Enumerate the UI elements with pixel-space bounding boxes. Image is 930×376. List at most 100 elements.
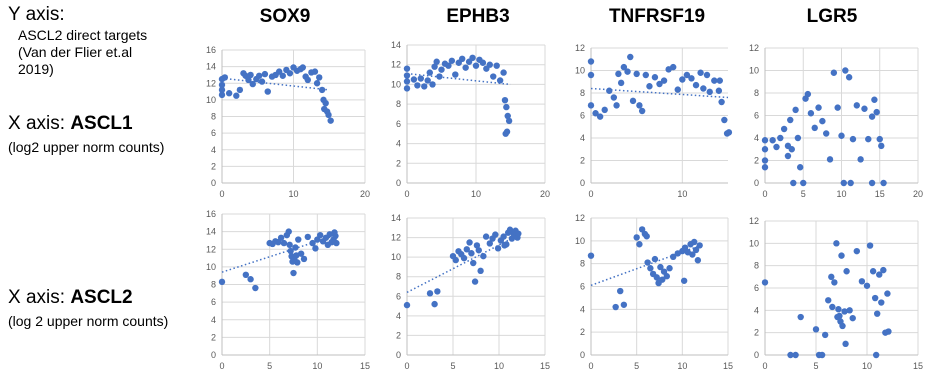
data-point bbox=[620, 63, 628, 71]
data-point bbox=[472, 62, 480, 69]
data-point bbox=[482, 233, 490, 240]
data-point bbox=[653, 274, 660, 281]
data-point bbox=[295, 236, 302, 243]
scatter-panel-2-3: 0 2 4 6 8 10 12 0 5 10 15 bbox=[575, 213, 733, 371]
data-point bbox=[846, 307, 853, 314]
data-point bbox=[700, 85, 707, 92]
data-point bbox=[878, 299, 885, 306]
data-point bbox=[777, 134, 784, 142]
data-point bbox=[692, 81, 700, 89]
row2-x-axis-prefix: X axis: bbox=[8, 287, 71, 308]
data-point bbox=[689, 251, 696, 258]
data-point bbox=[784, 152, 792, 160]
y-tick-label: 2 bbox=[396, 330, 401, 340]
y-tick-label: 4 bbox=[754, 305, 759, 315]
data-point bbox=[849, 314, 856, 322]
y-tick-label: 2 bbox=[396, 158, 401, 168]
data-point bbox=[292, 244, 299, 251]
data-point bbox=[815, 104, 822, 111]
data-point bbox=[823, 130, 830, 137]
data-point bbox=[431, 300, 438, 308]
data-point bbox=[434, 288, 441, 295]
y-tick-label: 6 bbox=[396, 119, 401, 129]
data-point bbox=[680, 277, 688, 284]
data-point bbox=[403, 85, 411, 92]
data-point bbox=[316, 231, 324, 239]
data-point bbox=[610, 94, 618, 101]
y-tick-label: 10 bbox=[575, 236, 585, 246]
data-point bbox=[863, 282, 871, 289]
data-point bbox=[426, 290, 434, 297]
data-point bbox=[403, 78, 411, 85]
data-point bbox=[613, 102, 620, 109]
data-point bbox=[276, 68, 283, 75]
data-point bbox=[312, 245, 319, 252]
y-tick-label: 10 bbox=[391, 252, 401, 262]
y-tick-label: 8 bbox=[754, 261, 759, 271]
x-tick-label: 15 bbox=[913, 361, 923, 371]
scatter-panel-2-4: 0 2 4 6 8 10 12 0 5 10 15 bbox=[749, 216, 923, 371]
data-point bbox=[321, 105, 328, 113]
row2-x-axis-sub: (log 2 upper norm counts) bbox=[8, 313, 169, 329]
data-point bbox=[452, 256, 459, 264]
data-point bbox=[309, 239, 316, 247]
data-point bbox=[252, 284, 259, 292]
y-tick-label: 12 bbox=[391, 60, 401, 70]
x-tick-label: 15 bbox=[875, 189, 885, 199]
data-point bbox=[587, 71, 595, 79]
data-point bbox=[325, 111, 332, 119]
data-point bbox=[277, 234, 285, 241]
x-tick-label: 0 bbox=[404, 361, 409, 371]
data-point bbox=[706, 88, 713, 96]
data-point bbox=[247, 276, 254, 283]
y-tick-label: 10 bbox=[749, 238, 759, 248]
x-tick-label: 5 bbox=[801, 189, 806, 199]
x-tick-label: 5 bbox=[813, 361, 818, 371]
data-point bbox=[853, 247, 860, 255]
data-point bbox=[403, 301, 411, 309]
x-tick-label: 10 bbox=[288, 189, 298, 199]
data-point bbox=[831, 279, 838, 286]
data-point bbox=[218, 86, 226, 94]
data-point bbox=[821, 331, 829, 339]
data-point bbox=[807, 110, 815, 117]
x-tick-label: 0 bbox=[588, 361, 593, 371]
data-point bbox=[868, 113, 876, 120]
data-point bbox=[773, 143, 780, 151]
data-point bbox=[247, 71, 254, 79]
data-point bbox=[587, 58, 595, 65]
data-point bbox=[829, 303, 836, 311]
y-tick-label: 2 bbox=[754, 328, 759, 338]
data-point bbox=[697, 69, 704, 76]
data-point bbox=[403, 72, 411, 79]
y-tick-label: 12 bbox=[391, 233, 401, 243]
data-point bbox=[819, 117, 826, 125]
data-point bbox=[587, 252, 595, 259]
data-point bbox=[812, 326, 820, 333]
row1-x-axis-sub: (log2 upper norm counts) bbox=[8, 139, 165, 155]
data-point bbox=[849, 135, 857, 143]
scatter-panel-2-1: 0 2 4 6 8 10 12 14 16 0 5 10 15 bbox=[206, 209, 370, 371]
data-point bbox=[431, 63, 438, 70]
y-tick-label: 4 bbox=[580, 304, 585, 314]
data-point bbox=[871, 96, 878, 103]
data-point bbox=[280, 239, 288, 247]
data-point bbox=[587, 102, 595, 109]
y-tick-label: 12 bbox=[749, 43, 759, 53]
y-tick-label: 2 bbox=[580, 327, 585, 337]
data-point bbox=[264, 88, 271, 95]
data-point bbox=[505, 117, 513, 125]
data-point bbox=[436, 73, 443, 80]
data-point bbox=[471, 278, 479, 285]
data-point bbox=[480, 252, 487, 260]
data-point bbox=[761, 279, 769, 286]
data-point bbox=[828, 273, 835, 281]
data-point bbox=[711, 77, 718, 84]
data-point bbox=[691, 238, 698, 246]
y-tick-label: 0 bbox=[754, 350, 759, 360]
data-point bbox=[787, 351, 794, 359]
data-point bbox=[477, 267, 484, 275]
data-point bbox=[761, 157, 769, 164]
column-title-ephb3: EPHB3 bbox=[446, 6, 510, 27]
data-point bbox=[796, 164, 804, 171]
